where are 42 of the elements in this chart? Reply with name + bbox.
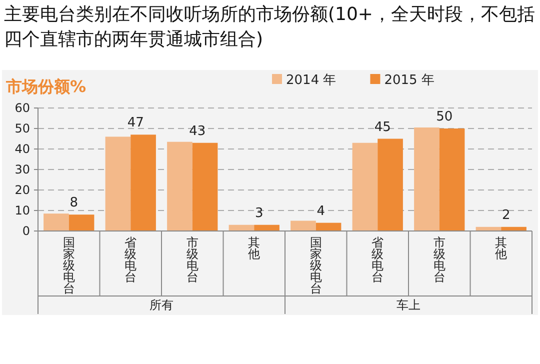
data-label: 50 bbox=[436, 110, 453, 124]
text: 车上 bbox=[396, 298, 420, 312]
x-tick-label: 其他 bbox=[248, 236, 260, 261]
x-tick-label: 国家级电台 bbox=[310, 236, 322, 296]
bar bbox=[352, 142, 378, 231]
x-tick-label: 市级电台 bbox=[433, 236, 446, 284]
bar bbox=[290, 220, 316, 231]
bar bbox=[316, 222, 342, 231]
x-tick-label: 省级电台 bbox=[372, 236, 384, 284]
bar bbox=[192, 142, 218, 231]
data-label: 8 bbox=[70, 196, 78, 211]
bar bbox=[378, 138, 403, 231]
data-label: 47 bbox=[127, 116, 144, 131]
legend-label: 2014 年 bbox=[286, 73, 336, 88]
x-tick-label: 市级电台 bbox=[186, 236, 198, 284]
x-tick-label: 省级电台 bbox=[124, 236, 137, 284]
legend-label: 2015 年 bbox=[384, 73, 434, 88]
data-label: 2 bbox=[502, 208, 510, 223]
bar bbox=[68, 214, 94, 231]
y-tick-label: 60 bbox=[14, 101, 30, 115]
x-tick-label: 其他 bbox=[495, 236, 508, 261]
y-tick-label: 20 bbox=[14, 183, 30, 197]
y-tick-label: 50 bbox=[14, 122, 30, 136]
bar bbox=[254, 224, 280, 231]
y-tick-label: 10 bbox=[14, 204, 30, 218]
y-tick-label: 40 bbox=[14, 142, 30, 156]
bar bbox=[44, 214, 69, 231]
y-tick-label: 0 bbox=[22, 224, 30, 238]
y-tick-label: 30 bbox=[14, 162, 30, 176]
chart-title: 主要电台类别在不同收听场所的市场份额(10+，全天时段，不包括四个直辖市的两年贯通城市组合) bbox=[4, 3, 536, 52]
data-label: 43 bbox=[189, 124, 206, 139]
y-axis-title: 市场份额% bbox=[5, 77, 86, 96]
data-label: 4 bbox=[316, 204, 326, 219]
bar bbox=[167, 142, 192, 231]
bar bbox=[105, 136, 131, 231]
bar bbox=[130, 134, 156, 231]
bar bbox=[439, 128, 465, 231]
data-label: 45 bbox=[374, 120, 391, 135]
x-tick-label: 国家级电台 bbox=[62, 236, 75, 296]
bar bbox=[414, 127, 440, 231]
data-label: 3 bbox=[255, 206, 264, 221]
text: 所有 bbox=[150, 298, 174, 312]
